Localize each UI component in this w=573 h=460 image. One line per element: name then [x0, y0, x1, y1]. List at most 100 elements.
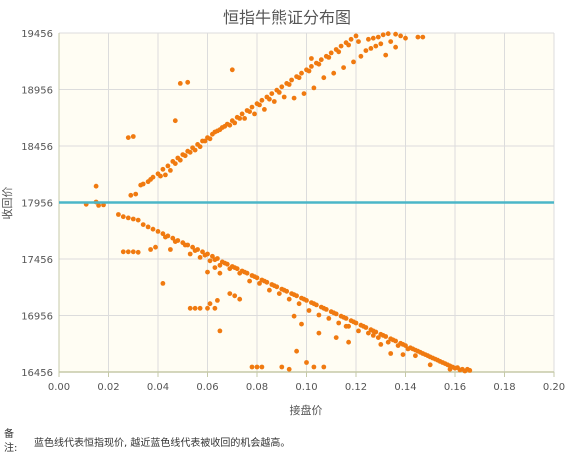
data-point: [341, 65, 346, 70]
x-axis-ticks: 0.00 0.02 0.04 0.06 0.08 0.10 0.12 0.14 0.16 0.18…: [48, 382, 565, 393]
data-point: [348, 36, 354, 42]
data-point: [341, 314, 346, 320]
x-tick-label: 0.10: [295, 382, 317, 393]
data-point: [306, 308, 312, 313]
data-point: [326, 55, 332, 60]
data-point: [227, 291, 233, 296]
data-point: [311, 364, 317, 370]
data-point: [259, 364, 265, 370]
data-point: [299, 70, 304, 76]
data-point: [420, 351, 426, 356]
x-tick-label: 0.12: [345, 382, 367, 393]
data-point: [358, 53, 364, 59]
data-point: [336, 320, 342, 326]
data-point: [413, 353, 418, 359]
data-point: [200, 249, 205, 255]
chart-title: 恒指牛熊证分布图: [223, 8, 351, 27]
data-point: [217, 328, 223, 334]
data-point: [222, 260, 228, 266]
data-point: [172, 118, 178, 124]
footnote-label: 备注:: [4, 429, 18, 454]
data-point: [197, 305, 203, 311]
data-point: [192, 248, 198, 254]
data-point: [202, 252, 208, 258]
data-point: [212, 265, 218, 270]
data-point: [415, 348, 421, 354]
data-point: [163, 234, 168, 240]
data-point: [370, 328, 376, 334]
data-point: [229, 67, 235, 73]
x-tick-label: 0.04: [147, 382, 169, 393]
data-point: [128, 192, 134, 198]
data-point: [281, 287, 287, 293]
data-point: [96, 203, 101, 208]
data-point: [316, 61, 322, 67]
data-point: [403, 35, 408, 41]
data-point: [343, 323, 349, 329]
data-point: [276, 291, 282, 296]
data-point: [125, 249, 131, 255]
data-point: [187, 305, 193, 311]
data-point: [239, 111, 245, 117]
data-point: [326, 316, 332, 321]
data-point: [212, 257, 218, 263]
data-point: [148, 177, 154, 182]
data-point: [356, 328, 361, 334]
data-point: [205, 269, 210, 275]
data-point: [286, 82, 292, 87]
data-point: [351, 59, 356, 65]
data-point: [415, 34, 421, 40]
data-point: [197, 255, 203, 260]
data-point: [207, 301, 213, 307]
data-point: [393, 31, 398, 37]
data-point: [328, 50, 334, 56]
data-point: [331, 310, 337, 316]
data-point: [321, 305, 327, 311]
data-point: [440, 360, 445, 365]
data-point: [435, 357, 441, 363]
data-point: [212, 305, 218, 311]
data-point: [309, 64, 314, 69]
data-point: [125, 135, 131, 141]
data-point: [232, 293, 238, 299]
data-point: [333, 335, 339, 340]
y-tick-label: 18956: [21, 86, 53, 97]
data-point: [289, 77, 294, 83]
data-point: [321, 75, 327, 81]
data-point: [296, 301, 302, 307]
data-point: [393, 44, 398, 50]
data-point: [346, 339, 351, 345]
data-point: [254, 364, 260, 370]
data-point: [190, 244, 196, 250]
data-point: [227, 266, 233, 272]
data-point: [465, 366, 470, 372]
data-point: [165, 163, 171, 169]
data-point: [125, 215, 131, 221]
data-point: [331, 70, 337, 76]
data-point: [237, 270, 243, 276]
data-point: [294, 348, 299, 354]
data-point: [445, 362, 450, 368]
data-point: [311, 85, 317, 91]
data-point: [217, 262, 223, 268]
x-tick-label: 0.02: [97, 382, 119, 393]
data-point: [212, 129, 218, 135]
x-tick-label: 0.18: [493, 382, 515, 393]
data-point: [380, 32, 386, 38]
data-point: [267, 96, 272, 102]
data-point: [217, 127, 223, 133]
y-tick-label: 16456: [21, 368, 53, 379]
x-tick-label: 0.00: [48, 382, 70, 393]
data-point: [148, 247, 154, 252]
data-point: [338, 43, 344, 49]
x-tick-label: 0.20: [543, 382, 565, 393]
data-point: [177, 81, 183, 86]
data-point: [202, 138, 208, 144]
data-point: [318, 57, 324, 63]
data-point: [321, 364, 327, 370]
x-tick-label: 0.08: [246, 382, 268, 393]
data-point: [361, 323, 366, 329]
data-point: [271, 99, 277, 104]
data-point: [205, 305, 210, 311]
x-tick-label: 0.16: [444, 382, 466, 393]
